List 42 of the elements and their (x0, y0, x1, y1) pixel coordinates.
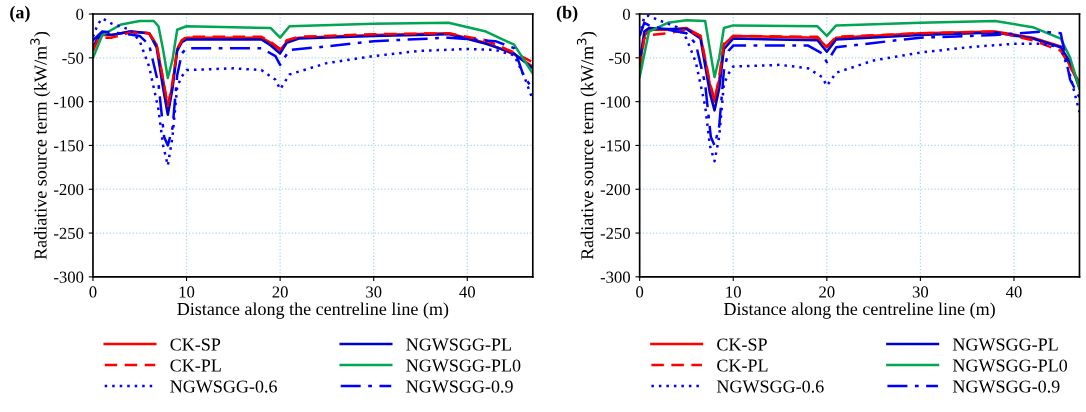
y-axis-title: Radiative source term (kW/m$^{3}$) (30, 31, 51, 260)
chart-title: (a) (10, 5, 30, 23)
x-tick-label: 30 (912, 286, 929, 298)
x-axis-title: Distance along the centreline line (m) (723, 302, 995, 319)
y-tick-label: -100 (54, 96, 84, 108)
y-tick-label: 0 (622, 8, 630, 20)
y-tick-label: 0 (76, 8, 84, 20)
y-tick-label: -150 (54, 140, 84, 152)
x-tick-label: 10 (179, 286, 195, 298)
legend-label: CK-SP (170, 338, 221, 351)
legend-label: NGWSGG-0.9 (952, 380, 1060, 393)
legend-label: NGWSGG-PL0 (406, 359, 521, 372)
y-tick-label: -200 (600, 183, 630, 196)
y-tick-label: -50 (609, 52, 630, 64)
x-axis-title: Distance along the centreline line (m) (177, 302, 449, 319)
legend-label: CK-SP (717, 338, 767, 351)
legend-label: NGWSGG-PL (952, 338, 1058, 351)
x-tick-label: 0 (636, 286, 644, 298)
x-tick-label: 20 (819, 286, 835, 298)
legend-label: NGWSGG-PL (406, 338, 511, 351)
y-tick-label: -200 (54, 183, 84, 196)
x-tick-label: 30 (366, 286, 382, 298)
x-tick-label: 40 (1005, 286, 1022, 298)
y-tick-label: -300 (54, 271, 84, 283)
legend-label: NGWSGG-0.9 (406, 380, 513, 393)
y-tick-label: -150 (600, 140, 630, 152)
legend-label: NGWSGG-0.6 (170, 380, 277, 393)
y-tick-label: -250 (600, 227, 630, 239)
x-tick-label: 10 (726, 286, 741, 298)
legend-label: NGWSGG-PL0 (952, 359, 1068, 372)
legend-label: CK-PL (717, 359, 768, 372)
y-tick-label: -50 (62, 52, 84, 64)
x-tick-label: 40 (459, 286, 475, 298)
y-tick-label: -250 (54, 227, 84, 239)
x-tick-label: 0 (89, 286, 97, 298)
y-tick-label: -300 (600, 271, 630, 283)
y-axis-title: Radiative source term (kW/m$^{3}$) (576, 31, 598, 260)
x-tick-label: 20 (272, 286, 288, 298)
legend-label: NGWSGG-0.6 (716, 380, 824, 393)
chart-title: (b) (556, 5, 578, 23)
legend-label: CK-PL (170, 359, 221, 372)
y-tick-label: -100 (600, 96, 630, 108)
